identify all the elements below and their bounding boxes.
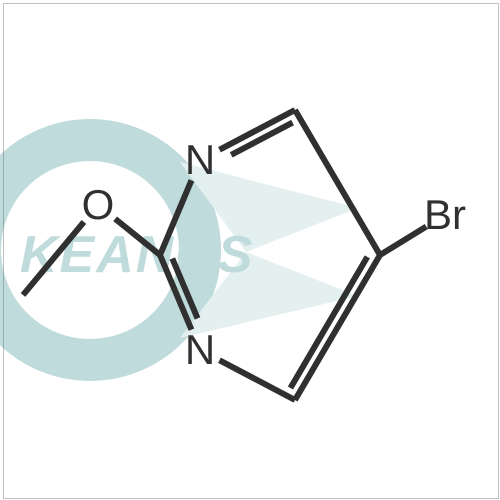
atom-n1: N xyxy=(185,136,215,184)
atom-n3: N xyxy=(185,326,215,374)
atom-o: O xyxy=(82,181,115,229)
molecule-diagram xyxy=(0,0,500,500)
atom-br: Br xyxy=(424,191,466,239)
